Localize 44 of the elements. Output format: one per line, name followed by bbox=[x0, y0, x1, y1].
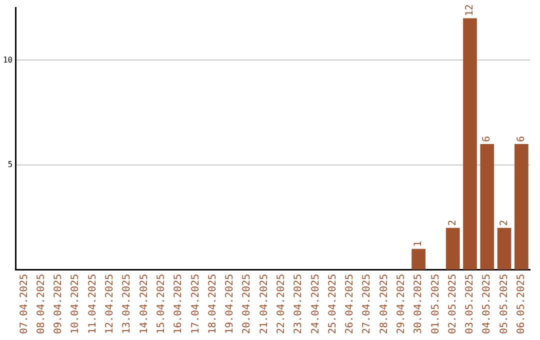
x-tick-label: 03.05.2025 bbox=[464, 274, 476, 334]
data-label: 1 bbox=[413, 240, 424, 247]
y-tick-label: 10 bbox=[2, 55, 13, 64]
x-tick-label: 23.04.2025 bbox=[293, 274, 304, 334]
x-tick-label: 16.04.2025 bbox=[173, 274, 184, 334]
x-tick-label: 04.05.2025 bbox=[482, 274, 493, 334]
data-label: 2 bbox=[447, 220, 458, 226]
y-tick-label: 5 bbox=[8, 160, 13, 170]
x-tick-label: 06.05.2025 bbox=[516, 274, 528, 334]
x-tick-label: 07.04.2025 bbox=[18, 274, 30, 334]
x-tick-label: 09.04.2025 bbox=[53, 274, 64, 334]
bar bbox=[497, 228, 512, 270]
x-tick-label: 28.04.2025 bbox=[378, 274, 390, 334]
x-tick-label: 11.04.2025 bbox=[87, 274, 98, 334]
x-tick-label: 27.04.2025 bbox=[362, 274, 373, 334]
x-tick-label: 10.04.2025 bbox=[70, 274, 82, 334]
x-tick-label: 08.04.2025 bbox=[36, 274, 47, 334]
bar bbox=[514, 144, 528, 270]
x-tick-label: 24.04.2025 bbox=[310, 274, 322, 334]
x-tick-label: 29.04.2025 bbox=[396, 274, 407, 334]
x-tick-label: 05.05.2025 bbox=[498, 274, 510, 334]
data-label: 6 bbox=[516, 136, 528, 142]
bar bbox=[463, 18, 477, 270]
x-tick-label: 01.05.2025 bbox=[430, 274, 442, 334]
x-tick-label: 12.04.2025 bbox=[104, 274, 116, 334]
x-tick-label: 02.05.2025 bbox=[447, 274, 458, 334]
bar bbox=[446, 228, 460, 270]
x-tick-label: 18.04.2025 bbox=[207, 274, 218, 334]
bar bbox=[412, 248, 426, 270]
data-label: 6 bbox=[482, 136, 493, 142]
data-label: 12 bbox=[464, 4, 476, 16]
x-tick-label: 19.04.2025 bbox=[224, 274, 236, 334]
x-tick-label: 30.04.2025 bbox=[413, 274, 424, 334]
x-tick-label: 20.04.2025 bbox=[242, 274, 253, 334]
bar bbox=[480, 144, 494, 270]
x-tick-label: 13.04.2025 bbox=[122, 274, 133, 334]
x-tick-label: 14.04.2025 bbox=[138, 274, 150, 334]
x-tick-label: 21.04.2025 bbox=[258, 274, 270, 334]
data-label: 2 bbox=[498, 220, 510, 226]
x-tick-label: 17.04.2025 bbox=[190, 274, 202, 334]
x-tick-label: 22.04.2025 bbox=[276, 274, 287, 334]
x-tick-label: 15.04.2025 bbox=[156, 274, 167, 334]
x-tick-label: 26.04.2025 bbox=[344, 274, 356, 334]
x-tick-label: 25.04.2025 bbox=[327, 274, 338, 334]
